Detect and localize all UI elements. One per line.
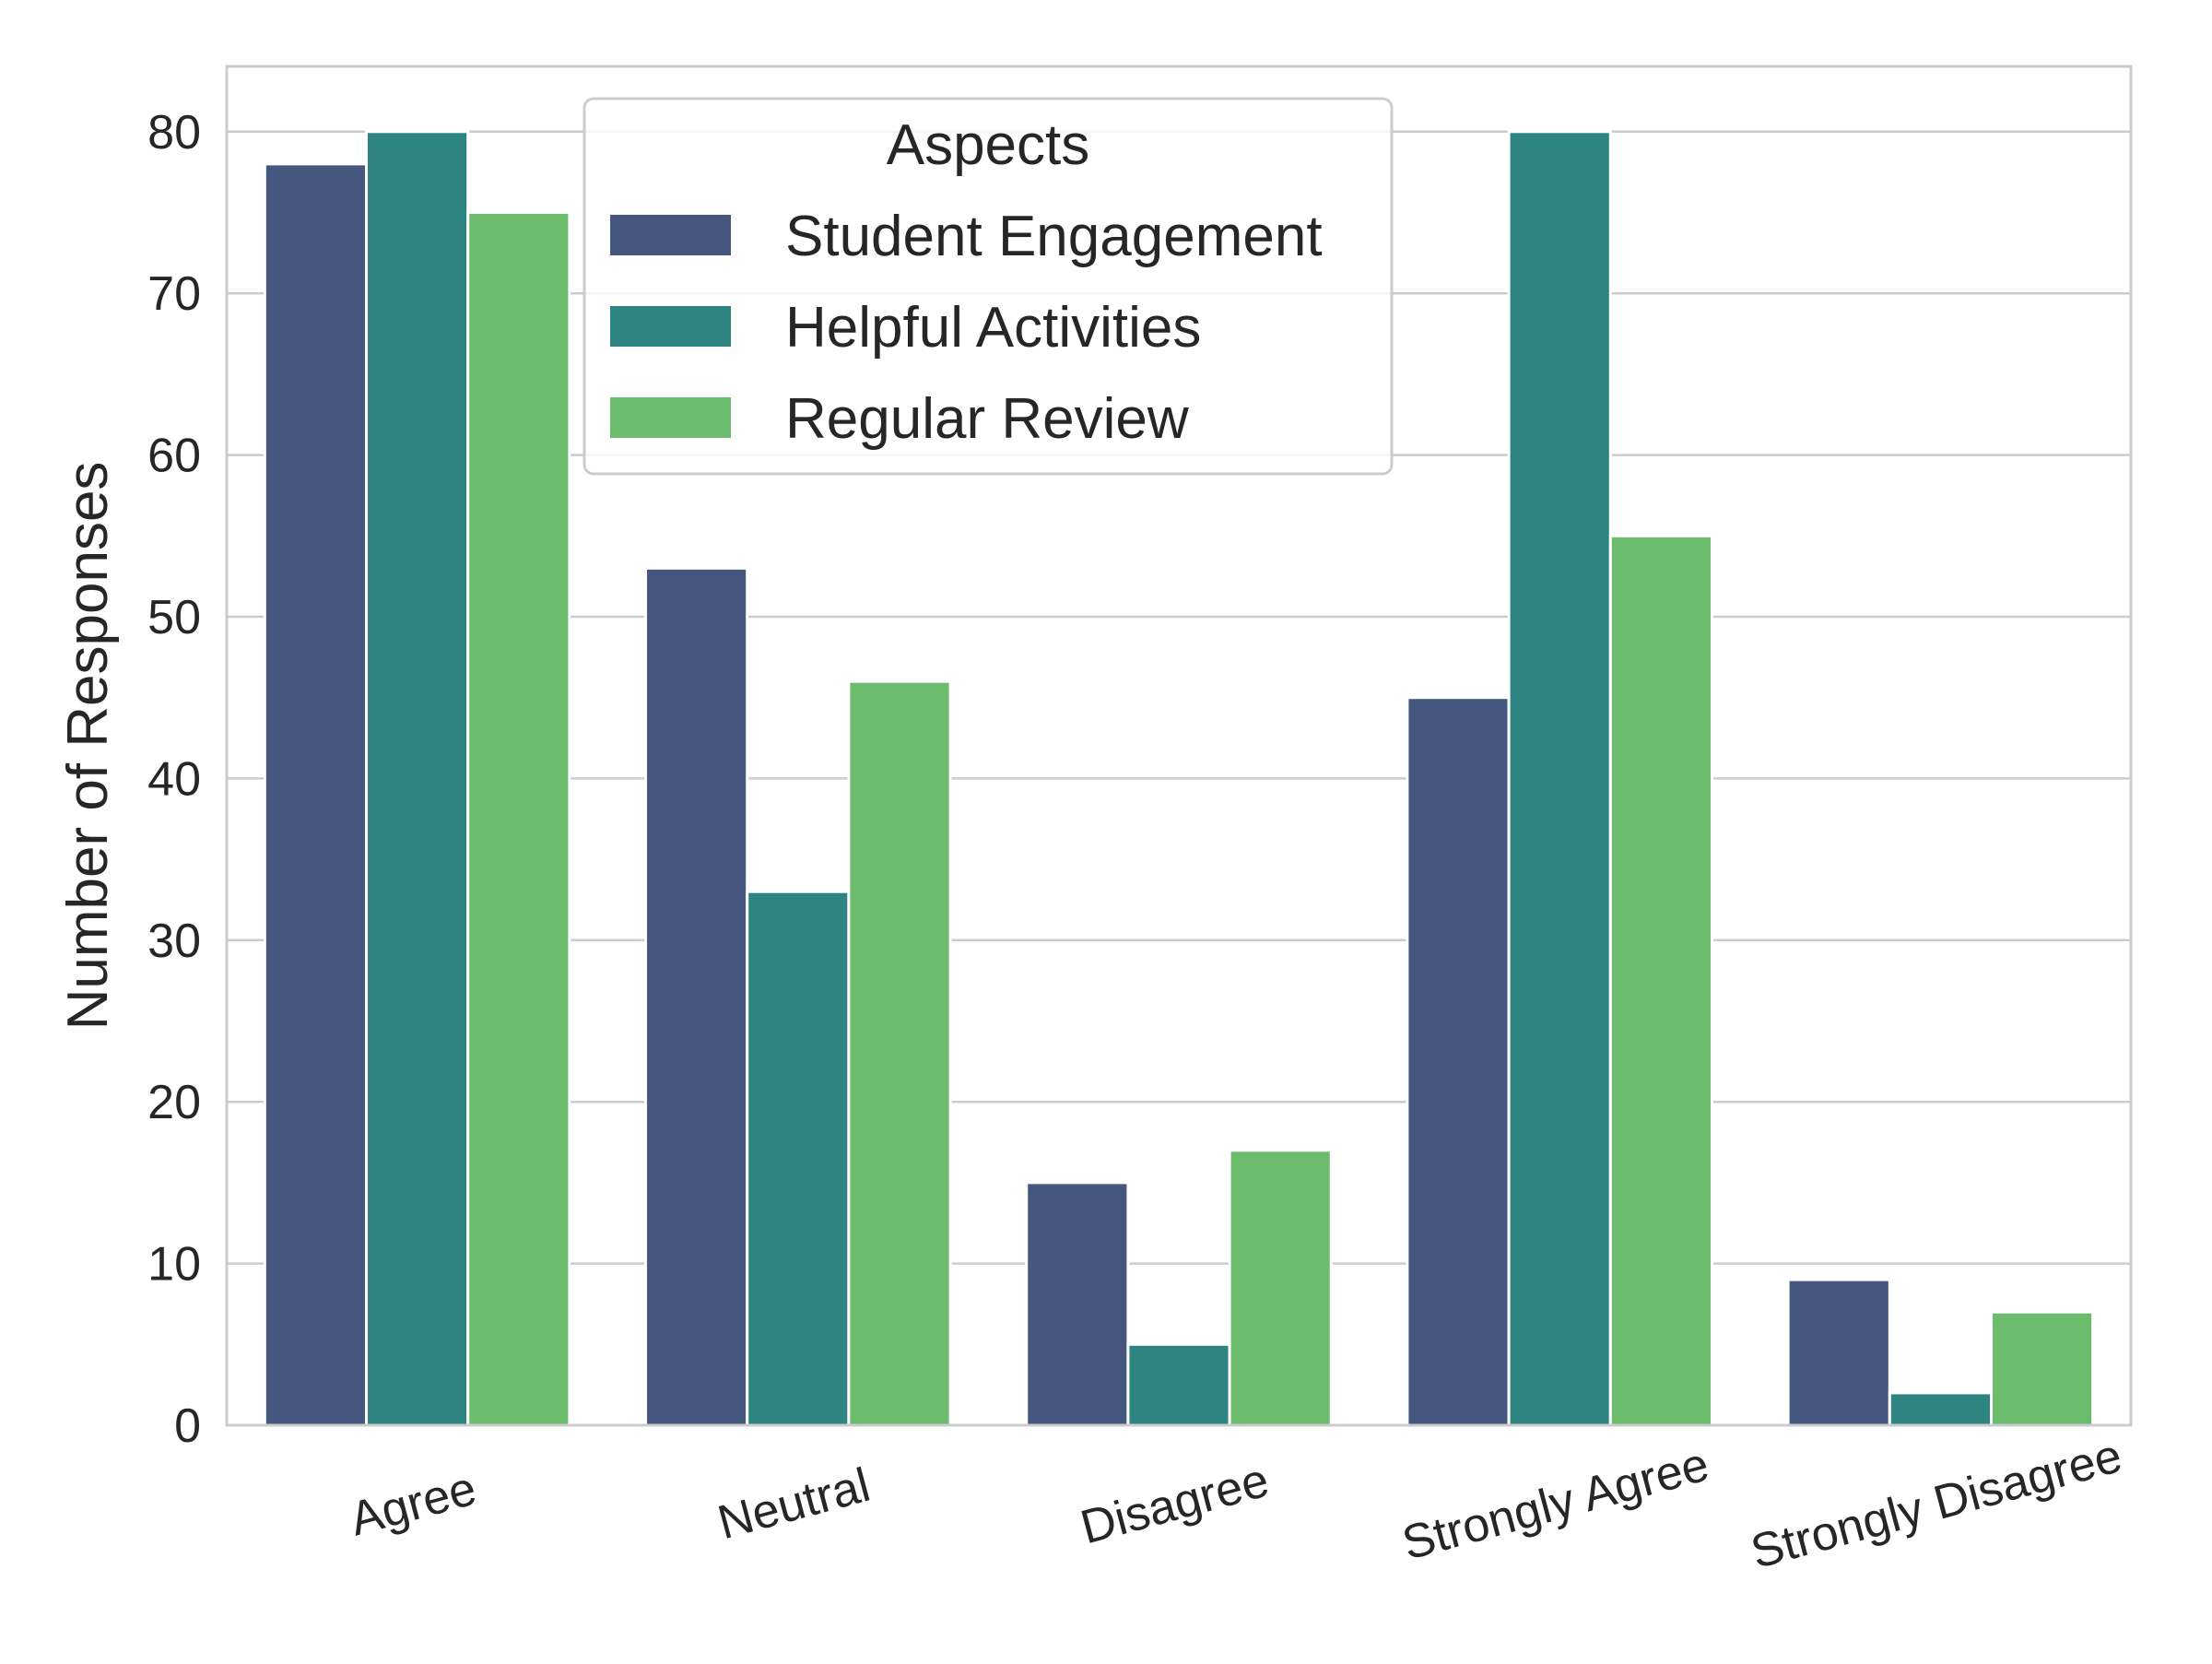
plot-frame xyxy=(225,65,2133,1427)
bar-regular-review-disagree xyxy=(1228,1149,1333,1427)
y-tick-label: 30 xyxy=(147,915,201,968)
x-axis-ticks: Agree Neutral Disagree Strongly Agree Strong… xyxy=(345,1429,2127,1579)
x-tick-label: Agree xyxy=(345,1462,482,1547)
bar-student-engagement-strongly-disagree xyxy=(1786,1278,1891,1427)
bar-regular-review-strongly-agree xyxy=(1608,534,1713,1427)
x-tick-label: Strongly Disagree xyxy=(1746,1429,2127,1579)
y-tick-label: 10 xyxy=(147,1238,201,1292)
bar-regular-review-neutral xyxy=(847,679,952,1427)
legend-swatch xyxy=(610,306,731,347)
legend-title: Aspects xyxy=(887,113,1090,177)
x-tick-label: Disagree xyxy=(1076,1454,1275,1555)
legend-frame xyxy=(582,97,1394,476)
bar-helpful-activities-strongly-disagree xyxy=(1888,1391,1993,1427)
legend-swatch xyxy=(610,397,731,438)
legend-label: Regular Review xyxy=(785,387,1189,451)
bar-helpful-activities-disagree xyxy=(1126,1342,1231,1427)
y-tick-label: 0 xyxy=(174,1399,201,1453)
legend-items: Student Engagement Helpful Activities Regu… xyxy=(610,205,1323,451)
bar-regular-review-agree xyxy=(466,211,571,1427)
bar-student-engagement-neutral xyxy=(644,566,749,1427)
bar-student-engagement-agree xyxy=(263,162,369,1427)
bar-helpful-activities-neutral xyxy=(746,890,851,1427)
legend-swatch xyxy=(610,215,731,255)
y-tick-label: 80 xyxy=(147,106,201,159)
bar-helpful-activities-strongly-agree xyxy=(1507,130,1612,1427)
y-axis-ticks: 0 10 20 30 40 50 60 70 80 xyxy=(147,106,201,1453)
x-tick-label: Strongly Agree xyxy=(1397,1437,1714,1570)
bar-student-engagement-disagree xyxy=(1025,1181,1130,1427)
legend: Aspects Student Engagement Helpful Activi… xyxy=(582,97,1394,476)
x-tick-label: Neutral xyxy=(712,1458,876,1550)
legend-label: Student Engagement xyxy=(785,205,1323,268)
y-tick-label: 70 xyxy=(147,267,201,321)
bar-helpful-activities-agree xyxy=(365,130,470,1427)
legend-label: Helpful Activities xyxy=(785,296,1201,360)
y-tick-label: 40 xyxy=(147,752,201,806)
y-tick-label: 60 xyxy=(147,430,201,483)
bar-student-engagement-strongly-agree xyxy=(1406,696,1511,1427)
bar-regular-review-strongly-disagree xyxy=(1989,1310,2095,1427)
y-tick-label: 20 xyxy=(147,1076,201,1129)
y-axis-title: Number of Responses xyxy=(56,462,120,1031)
bars xyxy=(263,130,2095,1427)
y-tick-label: 50 xyxy=(147,591,201,644)
